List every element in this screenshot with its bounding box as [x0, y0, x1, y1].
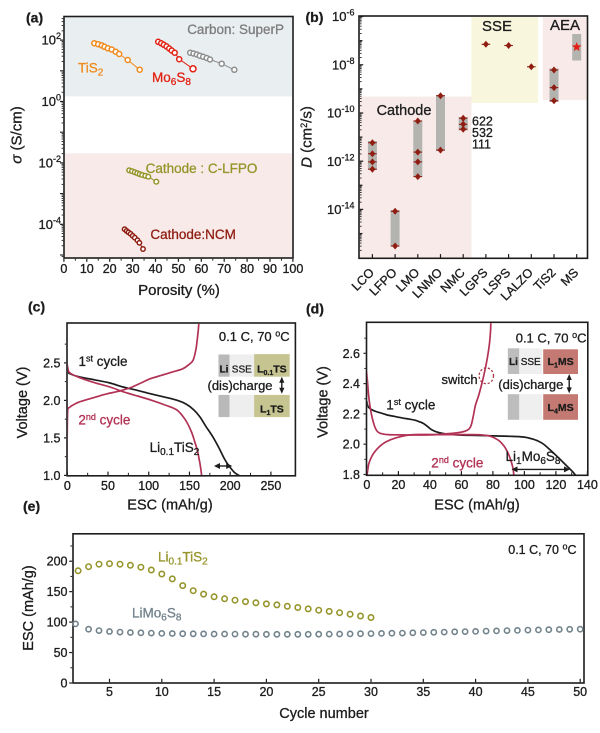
svg-text:250: 250	[260, 479, 281, 493]
svg-text:Cathode:NCM: Cathode:NCM	[150, 227, 236, 242]
svg-text:140: 140	[577, 478, 598, 492]
svg-text:10-8: 10-8	[332, 56, 354, 73]
svg-text:5: 5	[106, 685, 113, 699]
svg-text:150: 150	[47, 585, 68, 599]
svg-text:111: 111	[472, 138, 491, 152]
svg-text:0.1 C, 70 oC: 0.1 C, 70 oC	[508, 542, 576, 558]
svg-text:10: 10	[80, 262, 94, 276]
svg-text:2.5: 2.5	[43, 356, 60, 370]
svg-text:LiMo6S8: LiMo6S8	[132, 606, 182, 624]
svg-text:100: 100	[47, 616, 68, 630]
svg-text:0: 0	[61, 677, 68, 691]
svg-text:50: 50	[101, 479, 115, 493]
svg-text:SSE: SSE	[232, 365, 252, 376]
svg-text:(c): (c)	[28, 299, 45, 315]
svg-text:150: 150	[179, 479, 200, 493]
svg-text:(dis)charge: (dis)charge	[498, 377, 563, 392]
svg-text:80: 80	[240, 262, 254, 276]
svg-text:0: 0	[64, 479, 71, 493]
svg-text:(e): (e)	[23, 498, 40, 514]
svg-text:40: 40	[149, 262, 163, 276]
svg-text:90: 90	[263, 262, 277, 276]
svg-text:20: 20	[259, 685, 273, 699]
svg-text:SSE: SSE	[482, 18, 512, 35]
svg-text:ESC (mAh/g): ESC (mAh/g)	[21, 565, 37, 650]
svg-text:ESC (mAh/g): ESC (mAh/g)	[127, 498, 212, 514]
svg-text:Voltage (V): Voltage (V)	[15, 367, 31, 439]
svg-text:100: 100	[282, 262, 303, 276]
svg-text:120: 120	[545, 478, 566, 492]
svg-text:Li: Li	[220, 365, 229, 376]
svg-text:80: 80	[486, 478, 500, 492]
svg-text:Porosity (%): Porosity (%)	[138, 282, 220, 299]
svg-text:2.4: 2.4	[343, 377, 360, 391]
svg-text:1.5: 1.5	[43, 431, 60, 445]
svg-text:Cycle number: Cycle number	[279, 706, 369, 722]
svg-text:Mo6S8: Mo6S8	[152, 70, 191, 88]
svg-text:L1TS: L1TS	[260, 404, 284, 418]
svg-text:50: 50	[54, 646, 68, 660]
svg-text:2.2: 2.2	[343, 407, 360, 421]
svg-text:Carbon: SuperP: Carbon: SuperP	[187, 22, 284, 37]
svg-text:1st cycle: 1st cycle	[79, 354, 128, 370]
svg-text:622: 622	[472, 115, 493, 129]
svg-text:40: 40	[423, 478, 437, 492]
svg-text:20: 20	[103, 262, 117, 276]
svg-text:σ (S/cm): σ (S/cm)	[9, 106, 26, 163]
svg-text:60: 60	[194, 262, 208, 276]
svg-text:AEA: AEA	[550, 17, 580, 34]
svg-text:2.0: 2.0	[43, 394, 60, 408]
svg-text:(d): (d)	[306, 301, 324, 317]
svg-text:switch: switch	[442, 372, 478, 387]
svg-text:1st cycle: 1st cycle	[386, 397, 435, 413]
svg-text:60: 60	[454, 478, 468, 492]
svg-text:Li: Li	[509, 357, 518, 368]
svg-text:(b): (b)	[306, 9, 324, 25]
svg-text:20: 20	[391, 478, 405, 492]
svg-text:200: 200	[47, 555, 68, 569]
svg-text:1.8: 1.8	[343, 468, 360, 482]
svg-text:0.1 C, 70 oC: 0.1 C, 70 oC	[219, 329, 290, 345]
svg-text:50: 50	[171, 262, 185, 276]
svg-text:200: 200	[220, 479, 241, 493]
svg-text:SSE: SSE	[521, 357, 541, 368]
svg-text:70: 70	[217, 262, 231, 276]
svg-text:2.6: 2.6	[343, 347, 360, 361]
svg-text:L1MS: L1MS	[548, 356, 574, 370]
svg-text:Cathode: Cathode	[377, 103, 432, 119]
svg-text:10: 10	[155, 685, 169, 699]
svg-text:35: 35	[416, 685, 430, 699]
svg-text:0.1 C, 70 oC: 0.1 C, 70 oC	[516, 330, 587, 346]
svg-text:0: 0	[60, 262, 67, 276]
svg-text:30: 30	[126, 262, 140, 276]
svg-text:532: 532	[472, 126, 493, 140]
svg-text:1.0: 1.0	[43, 469, 60, 483]
svg-text:100: 100	[514, 478, 535, 492]
svg-text:Cathode : C-LFPO: Cathode : C-LFPO	[146, 161, 258, 176]
svg-text:50: 50	[573, 685, 587, 699]
svg-text:Voltage (V): Voltage (V)	[316, 366, 332, 438]
svg-text:100: 100	[138, 479, 159, 493]
svg-text:30: 30	[364, 685, 378, 699]
svg-text:15: 15	[207, 685, 221, 699]
svg-text:40: 40	[469, 685, 483, 699]
svg-text:45: 45	[521, 685, 535, 699]
svg-text:(a): (a)	[26, 10, 43, 26]
svg-text:25: 25	[312, 685, 326, 699]
svg-text:(dis)charge: (dis)charge	[208, 378, 273, 393]
svg-text:2.0: 2.0	[343, 438, 360, 452]
svg-text:L4MS: L4MS	[548, 402, 574, 416]
svg-text:ESC (mAh/g): ESC (mAh/g)	[434, 498, 519, 514]
svg-text:D (cm2/s): D (cm2/s)	[299, 106, 316, 168]
svg-text:0: 0	[363, 478, 370, 492]
svg-text:TiS2: TiS2	[78, 61, 104, 79]
